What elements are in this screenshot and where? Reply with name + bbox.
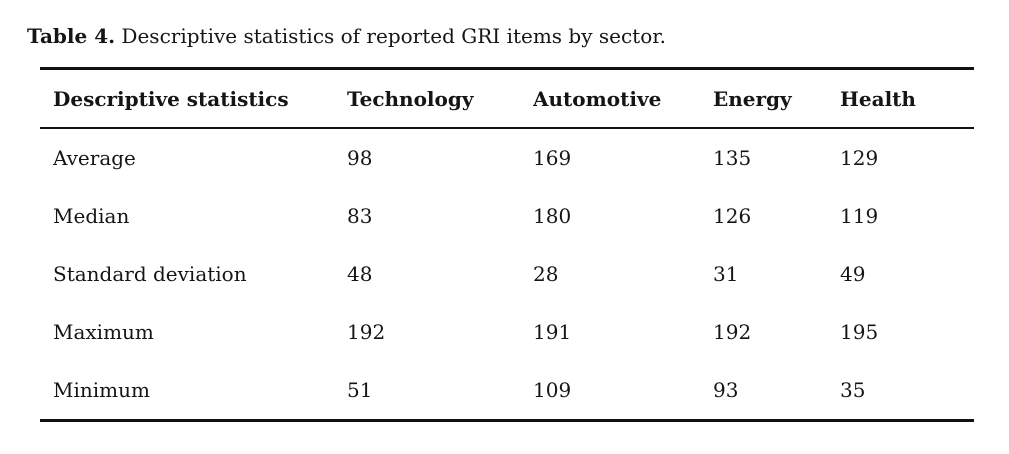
- cell-value: 28: [533, 262, 559, 286]
- cell-value: 192: [347, 320, 386, 344]
- cell-value: 109: [533, 378, 572, 402]
- row-label: Minimum: [53, 378, 150, 402]
- cell-value: 180: [533, 204, 572, 228]
- row-label: Median: [53, 204, 130, 228]
- table-caption: Table 4. Descriptive statistics of repor…: [27, 23, 666, 49]
- cell-value: 49: [840, 262, 866, 286]
- table-row: Standard deviation 48 28 31 49: [40, 245, 974, 303]
- column-header-descriptive-statistics: Descriptive statistics: [40, 68, 347, 129]
- cell-value: 119: [840, 204, 879, 228]
- cell-value: 126: [713, 204, 752, 228]
- cell-value: 35: [840, 378, 866, 402]
- cell-value: 195: [840, 320, 879, 344]
- cell-value: 135: [713, 146, 752, 170]
- cell-value: 51: [347, 378, 373, 402]
- cell-value: 93: [713, 378, 739, 402]
- table-row: Median 83 180 126 119: [40, 187, 974, 245]
- cell-value: 31: [713, 262, 739, 286]
- cell-value: 129: [840, 146, 879, 170]
- row-label: Standard deviation: [53, 262, 247, 286]
- cell-value: 169: [533, 146, 572, 170]
- gri-descriptive-stats-table: Descriptive statistics Technology Automo…: [40, 67, 974, 422]
- table-caption-text: Descriptive statistics of reported GRI i…: [115, 24, 666, 48]
- column-header-technology: Technology: [347, 68, 533, 129]
- cell-value: 48: [347, 262, 373, 286]
- row-label: Average: [53, 146, 136, 170]
- table-caption-label: Table 4.: [27, 24, 116, 48]
- cell-value: 98: [347, 146, 373, 170]
- table-header-row: Descriptive statistics Technology Automo…: [40, 68, 974, 129]
- table-row: Average 98 169 135 129: [40, 128, 974, 187]
- column-header-automotive: Automotive: [533, 68, 713, 129]
- cell-value: 192: [713, 320, 752, 344]
- table-row: Minimum 51 109 93 35: [40, 361, 974, 421]
- cell-value: 191: [533, 320, 572, 344]
- table-row: Maximum 192 191 192 195: [40, 303, 974, 361]
- row-label: Maximum: [53, 320, 154, 344]
- cell-value: 83: [347, 204, 373, 228]
- column-header-energy: Energy: [713, 68, 840, 129]
- column-header-health: Health: [840, 68, 974, 129]
